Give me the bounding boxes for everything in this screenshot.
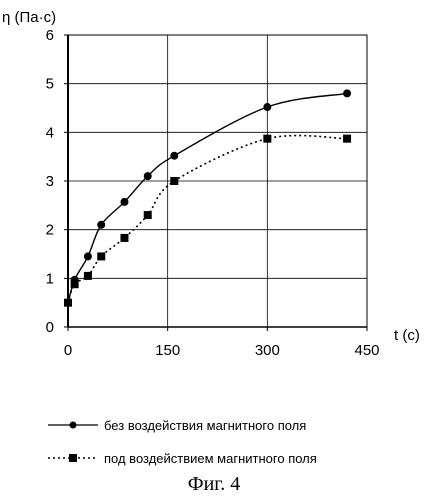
- series-2-point: [97, 252, 105, 260]
- series-1-point: [343, 89, 351, 97]
- series-2-point: [120, 234, 128, 242]
- series-2-point: [343, 135, 351, 143]
- series-2-point: [84, 272, 92, 280]
- y-tick-label: 5: [46, 76, 54, 93]
- x-tick-label: 150: [155, 342, 180, 359]
- y-tick-label: 1: [46, 270, 54, 287]
- legend-label-without-field: без воздействия магнитного поля: [104, 418, 306, 433]
- series-1-point: [97, 221, 105, 229]
- legend-circle-marker: [70, 422, 77, 429]
- legend-item-with-field: под воздействием магнитного поля: [48, 451, 317, 466]
- series-layer: [64, 89, 351, 306]
- grid-lines: [68, 35, 367, 327]
- y-tick-labels: 0 1 2 3 4 5 6: [46, 27, 54, 336]
- series-2-point: [170, 177, 178, 185]
- y-tick-label: 3: [46, 173, 54, 190]
- series-2-line: [68, 136, 347, 303]
- y-tick-label: 4: [46, 124, 54, 141]
- x-tick-label: 300: [255, 342, 280, 359]
- series-1-point: [120, 198, 128, 206]
- series-1-point: [144, 172, 152, 180]
- y-tick-label: 6: [46, 27, 54, 44]
- legend-label-with-field: под воздействием магнитного поля: [104, 451, 317, 466]
- series-1-line: [68, 93, 347, 302]
- y-tick-label: 0: [46, 319, 54, 336]
- series-2-point: [263, 135, 271, 143]
- y-tick-label: 2: [46, 222, 54, 239]
- series-2-point: [64, 299, 72, 307]
- series-1-point: [263, 103, 271, 111]
- x-tick-label: 0: [64, 342, 72, 359]
- legend-item-without-field: без воздействия магнитного поля: [48, 418, 306, 433]
- x-tick-labels: 0 150 300 450: [64, 342, 380, 359]
- legend-square-marker: [69, 454, 77, 462]
- axes: [64, 35, 367, 331]
- legend: без воздействия магнитного поля под возд…: [48, 418, 317, 466]
- series-1-point: [84, 252, 92, 260]
- series-1-point: [170, 152, 178, 160]
- y-axis-title: η (Па·с): [2, 9, 56, 26]
- x-axis-title: t (c): [394, 327, 420, 344]
- x-tick-label: 450: [354, 342, 379, 359]
- figure-caption: Фиг. 4: [188, 473, 240, 495]
- series-2-point: [71, 280, 79, 288]
- series-2-point: [144, 211, 152, 219]
